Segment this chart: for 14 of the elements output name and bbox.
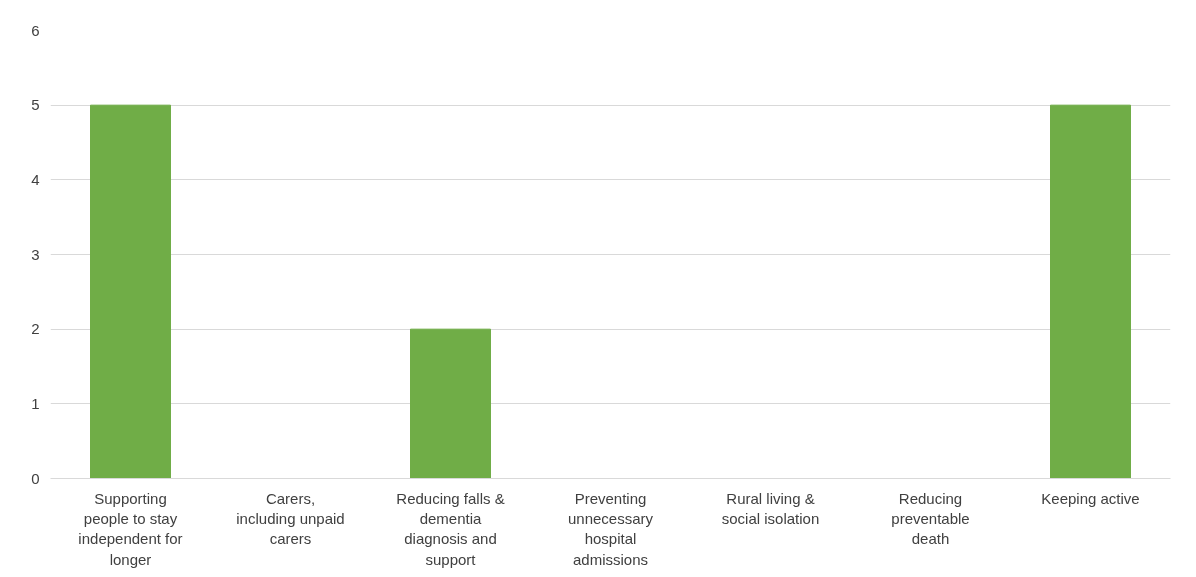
y-tick-label: 5 (31, 96, 40, 114)
y-tick-label: 3 (31, 245, 40, 263)
y-tick-label: 1 (31, 394, 40, 412)
x-tick-label: Reducing falls & dementia diagnosis and support (396, 489, 505, 568)
x-tick-label: Reducing preventable death (891, 489, 970, 548)
y-tick-label: 0 (31, 469, 40, 487)
y-tick-label: 2 (31, 320, 40, 338)
x-tick-label: Preventing unnecessary hospital admissions (567, 489, 654, 568)
x-tick-label: Keeping active (1041, 489, 1140, 507)
x-tick-label: Rural living & social isolation (721, 489, 820, 527)
y-tick-label: 4 (31, 170, 40, 188)
y-tick-label: 6 (31, 21, 40, 39)
x-tick-label: Carers, including unpaid carers (236, 489, 345, 548)
x-tick-label: Supporting people to stay independent for longer (78, 489, 183, 568)
